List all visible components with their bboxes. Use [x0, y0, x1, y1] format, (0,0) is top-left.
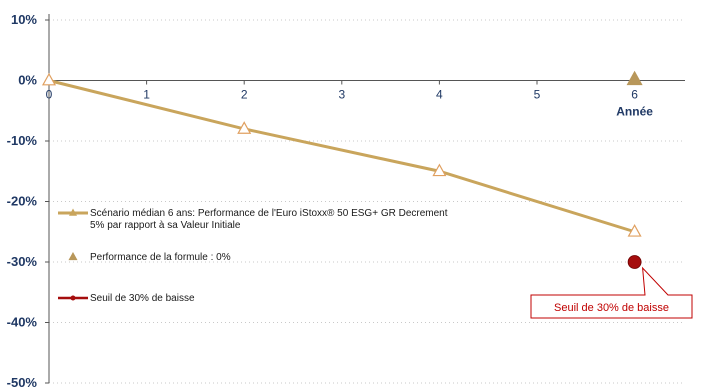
x-tick-label: 5 [534, 88, 541, 102]
x-tick-label: 1 [143, 88, 150, 102]
median-scenario-point [41, 72, 57, 86]
axes: 10% 0% -10% -20% -30% -40% -50% 0 1 2 3 4 5 6 Année [7, 12, 685, 388]
annotation-callout: Seuil de 30% de baisse [530, 266, 693, 319]
callout-box [530, 266, 693, 319]
median-scenario-line [48, 79, 636, 234]
x-tick-label: 4 [436, 88, 443, 102]
y-tick-label: -20% [7, 194, 38, 209]
legend-label: 5% par rapport à sa Valeur Initiale [90, 220, 241, 231]
legend-label: Performance de la formule : 0% [90, 252, 231, 263]
gridlines [49, 19, 685, 384]
y-tick-label: -50% [7, 375, 38, 388]
y-tick-label: -40% [7, 315, 38, 330]
median-scenario-point [432, 163, 447, 177]
x-axis-title: Année [616, 105, 653, 119]
callout-label: Seuil de 30% de baisse [554, 302, 669, 314]
series-layer [41, 70, 643, 269]
legend: Scénario médian 6 ans: Performance de l'… [58, 208, 448, 304]
legend-label: Scénario médian 6 ans: Performance de l'… [90, 208, 448, 219]
threshold-point [627, 255, 642, 269]
median-scenario-point [627, 224, 642, 237]
formula-performance-point [626, 70, 643, 86]
y-tick-label: -10% [7, 133, 38, 148]
x-tick-label: 2 [241, 88, 248, 102]
legend-swatch-marker [68, 208, 78, 216]
y-tick-label: 0% [18, 73, 37, 88]
median-scenario-point [237, 121, 252, 134]
x-tick-label: 3 [338, 88, 345, 102]
legend-label: Seuil de 30% de baisse [90, 293, 195, 304]
y-tick-label: -30% [7, 254, 38, 269]
x-tick-label: 0 [46, 88, 53, 102]
y-tick-label: 10% [11, 12, 37, 27]
legend-swatch-marker [68, 251, 78, 261]
x-tick-label: 6 [631, 88, 638, 102]
legend-swatch-marker [70, 295, 76, 301]
